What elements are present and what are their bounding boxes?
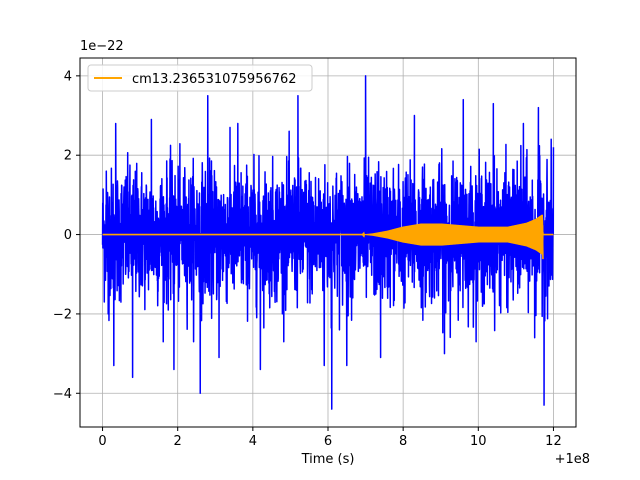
legend: cm13.236531075956762: [87, 64, 313, 92]
x-tick-label: 0: [98, 434, 106, 449]
series-chirp-merger: [541, 214, 544, 260]
x-axis-label: Time (s): [301, 452, 355, 467]
y-tick-label: 4: [64, 69, 72, 84]
series-chirp-line: [102, 214, 554, 255]
x-axis-offset-text: +1e8: [555, 452, 590, 467]
x-tick-label: 2: [174, 434, 182, 449]
legend-label: cm13.236531075956762: [132, 72, 297, 87]
x-tick-label: 12: [545, 434, 562, 449]
y-tick-label: −4: [53, 387, 72, 402]
series-noise-line: [101, 75, 555, 410]
y-axis-scale-text: 1e−22: [80, 39, 124, 54]
data-layer: [101, 75, 555, 410]
tick-layer: 0 2 4 6 8 10 12 −4 −2 0 2 4: [53, 69, 562, 449]
legend-box: [87, 64, 313, 92]
x-tick-label: 8: [399, 434, 407, 449]
x-tick-label: 10: [470, 434, 487, 449]
y-tick-label: 0: [64, 228, 72, 243]
y-tick-label: 2: [64, 149, 72, 164]
x-tick-label: 6: [324, 434, 332, 449]
y-tick-label: −2: [53, 307, 72, 322]
x-tick-label: 4: [249, 434, 257, 449]
